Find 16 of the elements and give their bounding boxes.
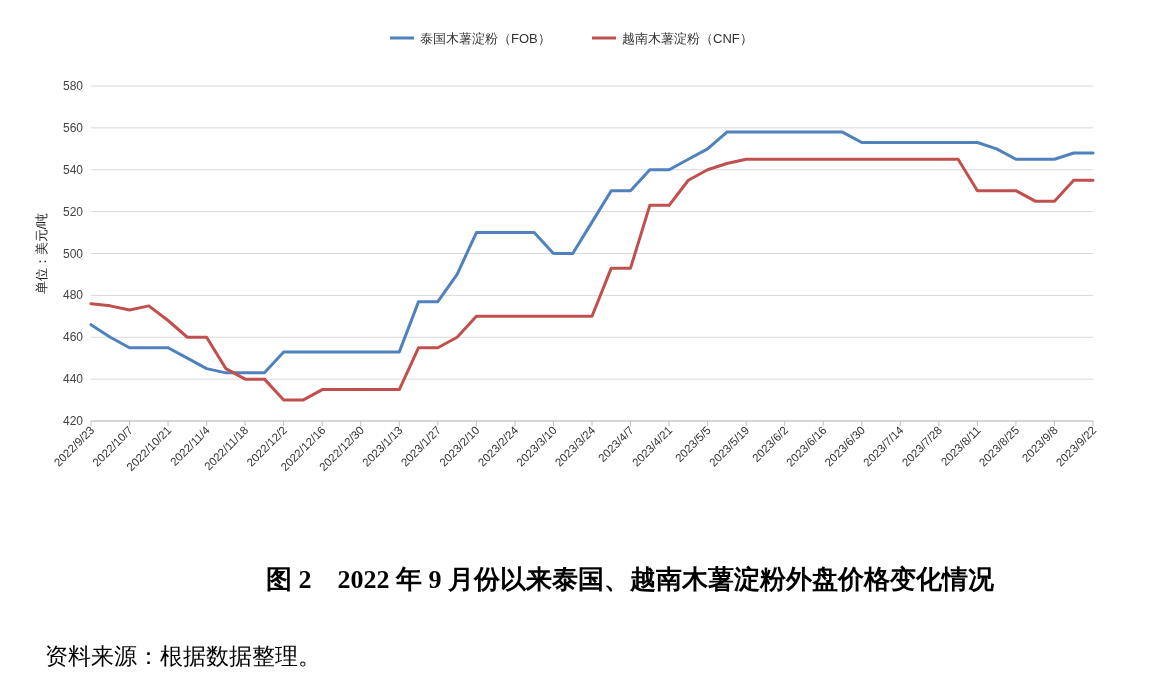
y-axis-title: 单位：美元/吨 — [34, 212, 49, 295]
line-series — [89, 130, 1095, 375]
y-tick-label: 420 — [62, 414, 84, 428]
text: 资料来源：根据数据整理。 — [45, 644, 321, 669]
y-tick-label: 580 — [62, 79, 84, 93]
y-tick-label: 560 — [62, 120, 84, 135]
legend-label: 越南木薯淀粉（CNF） — [622, 31, 753, 46]
text: 图 2 2022 年 9 月份以来泰国、越南木薯淀粉外盘价格变化情况 — [266, 565, 995, 594]
line-series — [89, 157, 1095, 402]
y-tick-label: 440 — [62, 372, 84, 387]
y-tick-label: 540 — [62, 162, 84, 177]
y-tick-label: 500 — [62, 246, 84, 261]
y-tick-label: 480 — [62, 288, 84, 303]
legend-label: 泰国木薯淀粉（FOB） — [420, 31, 551, 46]
y-tick-label: 520 — [62, 204, 84, 219]
y-tick-label: 460 — [62, 330, 84, 345]
